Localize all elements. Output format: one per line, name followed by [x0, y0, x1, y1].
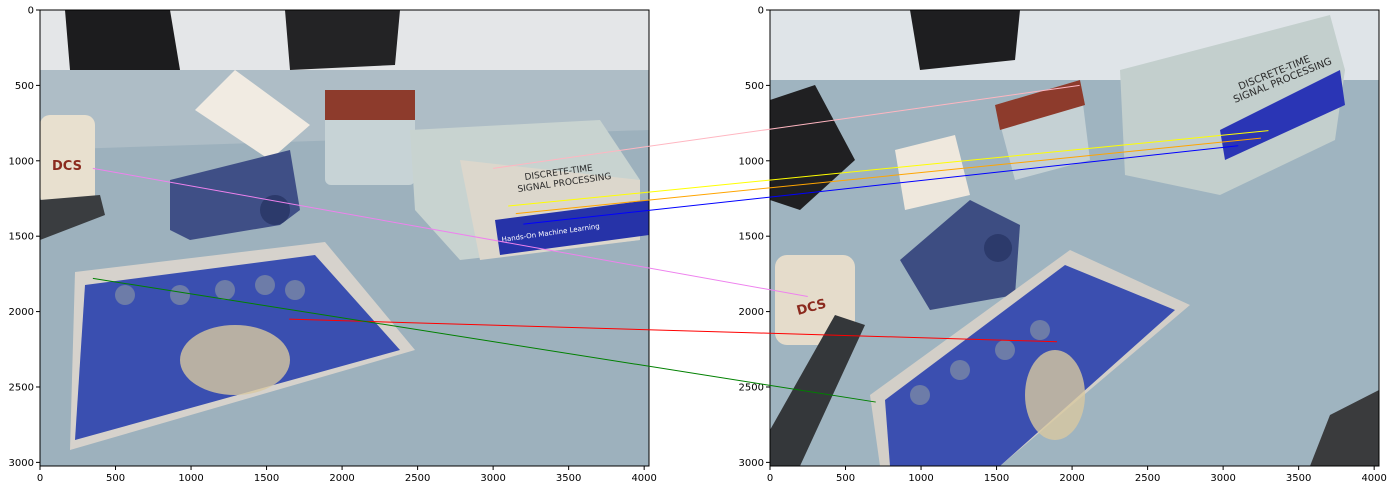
x-tick-label: 3000 — [1210, 473, 1235, 484]
y-tick-label: 2500 — [739, 382, 764, 393]
x-tick-label: 3500 — [556, 473, 581, 484]
x-tick-label: 2000 — [329, 473, 354, 484]
x-tick-label: 0 — [767, 473, 773, 484]
mug-logo-right: DCS — [795, 297, 828, 319]
y-tick-label: 1000 — [9, 156, 34, 167]
y-tick-label: 3000 — [739, 458, 764, 469]
card-right — [895, 135, 970, 210]
feature-match-lines — [92, 84, 1269, 403]
match-line — [508, 130, 1269, 207]
right-axes-frame — [769, 9, 1380, 467]
book-stack-right — [1120, 15, 1345, 195]
left-axis-ticks: 0 500 1000 1500 2000 2500 3000 3500 4000 0 500 1000… — [9, 6, 657, 485]
y-tick-label: 3000 — [9, 458, 34, 469]
y-tick-label: 1500 — [9, 232, 34, 243]
x-tick-label: 4000 — [1361, 473, 1386, 484]
mug — [40, 115, 95, 205]
y-tick-label: 0 — [758, 6, 764, 17]
x-tick-label: 1500 — [984, 473, 1009, 484]
x-tick-label: 2500 — [405, 473, 430, 484]
y-tick-label: 500 — [745, 81, 764, 92]
horse-statue-right — [900, 200, 1020, 310]
x-tick-label: 0 — [37, 473, 43, 484]
remote — [40, 195, 105, 240]
y-tick-label: 2500 — [9, 382, 34, 393]
match-line — [92, 167, 808, 298]
x-tick-label: 500 — [836, 473, 855, 484]
remote-right — [770, 315, 865, 466]
right-axis-ticks: 0 500 1000 1500 2000 2500 3000 3500 4000 0 500 1000… — [739, 6, 1387, 485]
y-tick-label: 1000 — [739, 156, 764, 167]
chair-left-image — [65, 10, 180, 70]
x-tick-label: 2000 — [1059, 473, 1084, 484]
left-axes-frame — [39, 9, 650, 467]
chair-right-panel — [910, 10, 1020, 70]
y-tick-label: 0 — [28, 6, 34, 17]
match-line — [493, 84, 1080, 169]
x-tick-label: 4000 — [631, 473, 656, 484]
y-tick-label: 2000 — [9, 307, 34, 318]
chair-left-panel — [770, 85, 855, 210]
x-tick-label: 1000 — [908, 473, 933, 484]
x-tick-label: 1500 — [254, 473, 279, 484]
x-tick-label: 3500 — [1286, 473, 1311, 484]
x-tick-label: 500 — [106, 473, 125, 484]
x-tick-label: 1000 — [178, 473, 203, 484]
match-line — [92, 277, 876, 403]
x-tick-label: 3000 — [480, 473, 505, 484]
right-image-panel: DISCRETE-TIME SIGNAL PROCESSING DCS — [739, 6, 1387, 485]
match-line — [515, 137, 1261, 215]
match-line — [289, 318, 1057, 343]
y-tick-label: 2000 — [739, 307, 764, 318]
match-line — [523, 145, 1239, 225]
y-tick-label: 500 — [15, 81, 34, 92]
chair-right-image — [285, 10, 400, 70]
mug-logo: DCS — [52, 159, 82, 174]
x-tick-label: 2500 — [1135, 473, 1160, 484]
left-image-panel: DCS DISCRETE-TIME SIGNAL PROCESSING Hand… — [9, 6, 657, 485]
card — [195, 70, 310, 160]
y-tick-label: 1500 — [739, 232, 764, 243]
